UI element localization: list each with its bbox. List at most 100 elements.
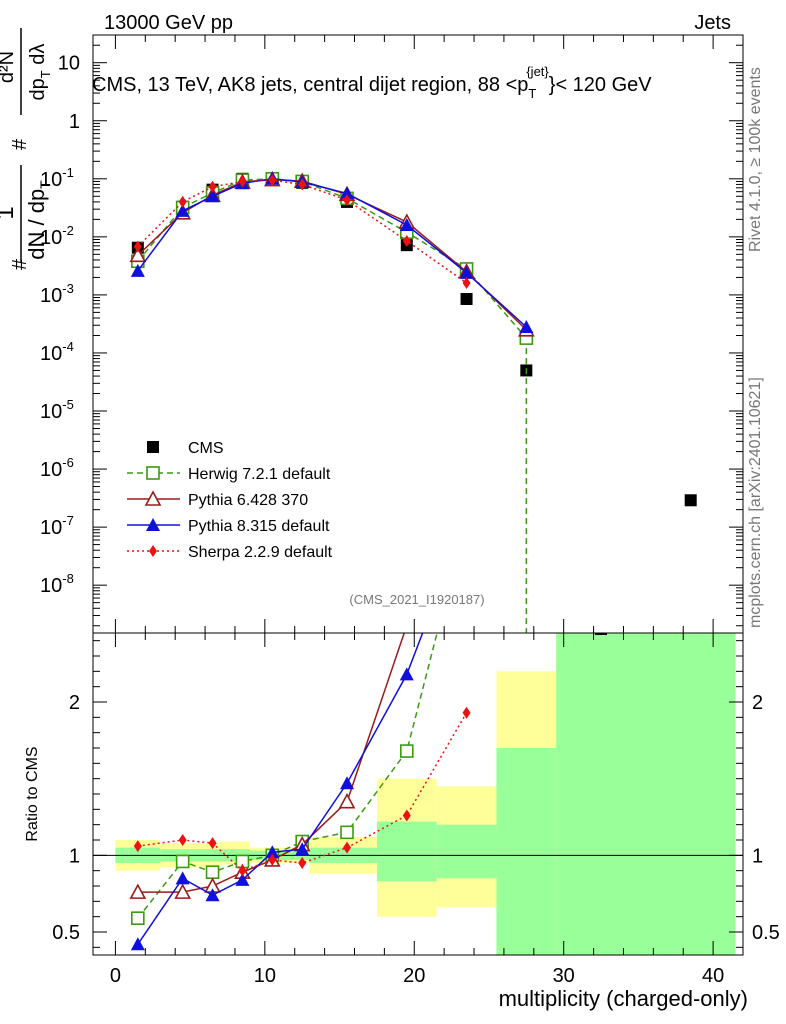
pythia8-ratio-point (205, 888, 220, 902)
band-inner-10 (556, 633, 736, 955)
band-inner-7 (376, 821, 437, 882)
x-tick-label: 0 (110, 965, 121, 987)
pythia8-ratio-point (265, 845, 280, 859)
cms-main-point (684, 494, 697, 507)
herwig-main-line (137, 178, 527, 339)
pythia8-ratio-point (175, 871, 190, 885)
sherpa-ratio-point (462, 706, 471, 719)
legend-marker-cms (147, 441, 159, 453)
legend-label-pythia6: Pythia 6.428 370 (188, 492, 308, 509)
main-series-group (129, 170, 697, 633)
band-inner-8 (436, 824, 497, 879)
sherpa-main-point (402, 234, 411, 247)
legend-marker-herwig (146, 466, 160, 480)
legend-marker-pythia8 (146, 518, 160, 531)
ylabel-frac1-den-text: dN / dp (24, 189, 49, 260)
sherpa-ratio-point (178, 834, 187, 846)
pythia8-main-line (137, 178, 527, 328)
pythia6-ratio-point (129, 883, 147, 899)
main-y-tick-label: 10-1 (40, 165, 74, 191)
sherpa-ratio-point (238, 864, 247, 877)
legend-label-pythia8: Pythia 8.315 default (188, 518, 330, 535)
pythia8-ratio-point (295, 842, 310, 856)
ylabel-frac2-den-sub: T (38, 70, 53, 78)
cms-ratio-edge-point (595, 633, 608, 635)
pythia8-ratio-point (235, 872, 250, 886)
ratio-y-tick-label: 1 (69, 845, 80, 867)
ratio-y-tick-label-right: 2 (752, 692, 763, 714)
cms-main-point (460, 293, 473, 306)
main-y-tick-label: 10-7 (40, 513, 74, 539)
herwig-ratio-line (137, 633, 438, 919)
ylabel-hash-2: # (9, 138, 31, 150)
ylabel-frac2-den: dpT dλ (27, 44, 53, 101)
pythia8-ratio-point (340, 776, 355, 790)
pythia6-ratio-point (174, 883, 191, 899)
sherpa-main-point (208, 180, 217, 193)
legend-marker-pythia6 (144, 490, 162, 506)
ylabel-frac1-den-sub: T (37, 180, 53, 189)
pythia8-ratio-point (130, 937, 145, 951)
ratio-series-group (129, 633, 608, 951)
main-y-tick-label: 10-4 (40, 339, 74, 365)
sherpa-ratio-point (402, 809, 411, 822)
sherpa-main-point (268, 174, 277, 187)
herwig-ratio-point (205, 865, 220, 880)
pythia8-main-point (130, 263, 145, 277)
ratio-uncertainty-bands (115, 633, 736, 955)
pythia6-main-line (137, 178, 527, 331)
sherpa-main-point (343, 194, 352, 207)
main-y-tick-label: 1 (69, 111, 80, 133)
energy-label: 13000 GeV pp (104, 12, 233, 34)
analysis-tag: (CMS_2021_I1920187) (349, 592, 484, 607)
pythia8-main-point (519, 320, 534, 334)
main-y-tick-label: 10-2 (40, 223, 74, 249)
ratio-y-tick-label-right: 0.5 (752, 922, 780, 944)
main-y-tick-label: 10-3 (40, 281, 74, 307)
main-y-axis-label: # 1 dN / dpT # d²N dpT dλ (0, 28, 53, 270)
pythia8-ratio-line (137, 633, 424, 945)
main-y-tick-label: 10-5 (40, 397, 74, 423)
legend-marker-sherpa (149, 545, 157, 557)
legend-label-herwig: Herwig 7.2.1 default (188, 466, 331, 483)
axis-ticks: 0 10 20 30 40 10-8 10-7 10-6 10-5 10-4 10-3 10-2 10-… (40, 34, 780, 987)
sherpa-ratio-point (268, 853, 277, 866)
pythia8-main-point (340, 186, 355, 200)
mcplots-label: mcplots.cern.ch [arXiv:2401.10621] (747, 377, 764, 628)
sherpa-ratio-point (208, 837, 217, 850)
sherpa-main-point (238, 175, 247, 188)
sherpa-ratio-point (133, 840, 142, 853)
plot-title-sub: T (528, 86, 536, 101)
ylabel-frac2-den-text: dp (27, 78, 49, 100)
ylabel-frac1-num: 1 (0, 206, 19, 219)
legend: CMS Herwig 7.2.1 default Pythia 6.428 370 P… (127, 440, 333, 561)
pythia8-main-point (175, 203, 190, 217)
plot-title-main: CMS, 13 TeV, AK8 jets, central dijet reg… (92, 74, 528, 96)
band-inner-9 (496, 748, 557, 955)
main-y-tick-label: 10-6 (40, 455, 74, 481)
pythia6-ratio-point (338, 792, 356, 809)
plot-title: CMS, 13 TeV, AK8 jets, central dijet reg… (92, 64, 652, 101)
ylabel-hash-1: # (9, 258, 31, 270)
ylabel-frac2-num: d²N (0, 51, 18, 83)
legend-label-cms: CMS (188, 440, 224, 457)
sherpa-main-point (133, 240, 142, 253)
sherpa-ratio-point (298, 857, 307, 869)
pythia8-ratio-point (399, 667, 414, 681)
herwig-ratio-point (175, 854, 190, 869)
pythia6-main-point (129, 246, 147, 263)
herwig-ratio-point (131, 911, 145, 926)
herwig-ratio-point (340, 825, 354, 840)
jets-label: Jets (694, 12, 731, 34)
plot-title-sup: {jet} (526, 64, 549, 79)
x-axis-label: multiplicity (charged-only) (499, 986, 748, 1011)
herwig-ratio-point (399, 744, 414, 758)
pythia6-ratio-line (137, 633, 405, 893)
main-y-tick-label: 10-8 (40, 571, 74, 597)
rivet-label: Rivet 4.1.0, ≥ 100k events (747, 67, 764, 252)
sherpa-main-point (298, 178, 307, 191)
x-tick-label: 10 (254, 965, 276, 987)
ylabel-frac1-den: dN / dpT (24, 180, 53, 260)
pythia8-main-point (459, 265, 474, 279)
